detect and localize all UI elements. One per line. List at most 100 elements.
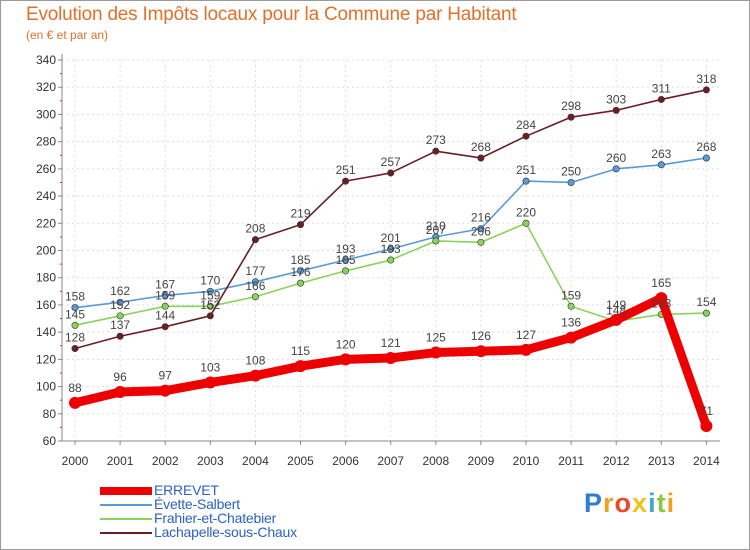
legend-label-frahier-et-chatebier: Frahier-et-Chatebier xyxy=(154,510,277,526)
data-label: 115 xyxy=(291,344,310,358)
data-label: 120 xyxy=(336,337,356,351)
data-point xyxy=(71,321,79,329)
x-tick-label: 2014 xyxy=(693,454,720,468)
x-tick-label: 2003 xyxy=(197,454,224,468)
data-point xyxy=(474,345,487,358)
x-tick-label: 2013 xyxy=(648,454,675,468)
data-point xyxy=(477,225,485,233)
data-point xyxy=(612,106,620,114)
y-tick-label: 180 xyxy=(36,271,56,285)
data-point xyxy=(161,302,169,310)
data-label: 303 xyxy=(606,92,626,106)
data-point xyxy=(567,113,575,121)
data-label: 273 xyxy=(426,133,446,147)
data-label: 152 xyxy=(110,298,130,312)
y-minor-tick xyxy=(60,209,62,211)
data-point xyxy=(612,165,620,173)
y-minor-tick xyxy=(60,372,62,374)
x-tick-label: 2008 xyxy=(422,454,449,468)
data-label: 136 xyxy=(561,316,581,330)
y-tick-label: 240 xyxy=(36,189,56,203)
data-point xyxy=(204,376,217,389)
data-point xyxy=(206,312,214,320)
data-label: 148 xyxy=(606,303,626,317)
y-tick-label: 140 xyxy=(36,325,56,339)
logo-letter-r: r xyxy=(603,488,615,518)
data-point xyxy=(206,302,214,310)
data-point xyxy=(71,304,79,312)
data-point xyxy=(477,238,485,246)
data-label: 149 xyxy=(606,298,626,312)
data-label: 251 xyxy=(516,163,536,177)
data-point xyxy=(296,221,304,229)
data-label: 193 xyxy=(381,242,401,256)
data-label: 251 xyxy=(336,163,356,177)
data-label: 185 xyxy=(336,253,356,267)
data-point xyxy=(522,177,530,185)
proxiti-logo: Proxiti xyxy=(584,488,675,519)
data-point xyxy=(294,360,307,373)
data-point xyxy=(700,420,713,433)
data-label: 208 xyxy=(245,222,265,236)
x-tick-label: 2001 xyxy=(107,454,134,468)
data-label: 128 xyxy=(65,330,85,344)
data-label: 153 xyxy=(651,296,671,310)
data-point xyxy=(657,161,665,169)
data-point xyxy=(342,267,350,275)
data-label: 263 xyxy=(651,147,671,161)
axes: 60 80 100 120 140 160 180 200 220 240 260 280 300 320… xyxy=(36,53,720,468)
y-tick-label: 120 xyxy=(36,352,56,366)
data-point xyxy=(114,386,127,399)
data-point xyxy=(702,309,710,317)
data-label: 125 xyxy=(426,331,446,345)
data-point xyxy=(610,313,623,326)
data-point xyxy=(342,256,350,264)
data-label: 137 xyxy=(110,318,130,332)
data-label: 284 xyxy=(516,118,536,132)
data-label: 126 xyxy=(471,329,491,343)
data-point xyxy=(296,267,304,275)
legend-label-evette-salbert: Évette-Salbert xyxy=(154,496,240,512)
data-label: 219 xyxy=(290,207,310,221)
y-tick-label: 100 xyxy=(36,380,56,394)
logo-letter-p: P xyxy=(584,488,604,518)
data-point xyxy=(432,147,440,155)
data-point xyxy=(251,236,259,244)
data-point xyxy=(387,169,395,177)
data-label: 88 xyxy=(68,381,82,395)
data-label: 185 xyxy=(290,253,310,267)
x-tick-label: 2005 xyxy=(287,454,314,468)
data-point xyxy=(116,298,124,306)
data-label: 158 xyxy=(65,290,85,304)
x-tick-label: 2007 xyxy=(377,454,404,468)
data-label: 154 xyxy=(696,295,716,309)
data-label: 176 xyxy=(290,265,310,279)
y-tick-label: 160 xyxy=(36,298,56,312)
legend-label-lachapelle-sous-chaux: Lachapelle-sous-Chaux xyxy=(154,524,297,540)
x-tick-label: 2009 xyxy=(468,454,495,468)
data-label: 268 xyxy=(696,140,716,154)
data-label: 162 xyxy=(110,284,130,298)
data-label: 268 xyxy=(471,140,491,154)
data-label: 298 xyxy=(561,99,581,113)
y-tick-label: 220 xyxy=(36,216,56,230)
legend-swatch-lachapelle-sous-chaux xyxy=(100,532,152,534)
data-label: 177 xyxy=(245,264,265,278)
data-label: 207 xyxy=(426,223,446,237)
logo-letter-i2: i xyxy=(666,488,676,518)
data-point xyxy=(159,384,172,397)
data-point xyxy=(477,154,485,162)
data-point xyxy=(206,287,214,295)
y-minor-tick xyxy=(60,181,62,183)
y-tick-label: 200 xyxy=(36,244,56,258)
y-minor-tick xyxy=(60,100,62,102)
data-point xyxy=(522,132,530,140)
data-point xyxy=(520,343,532,356)
data-label: 260 xyxy=(606,151,626,165)
y-minor-tick xyxy=(60,127,62,129)
data-point xyxy=(387,256,395,264)
logo-letter-i1: i xyxy=(648,488,657,518)
data-point xyxy=(161,291,169,299)
